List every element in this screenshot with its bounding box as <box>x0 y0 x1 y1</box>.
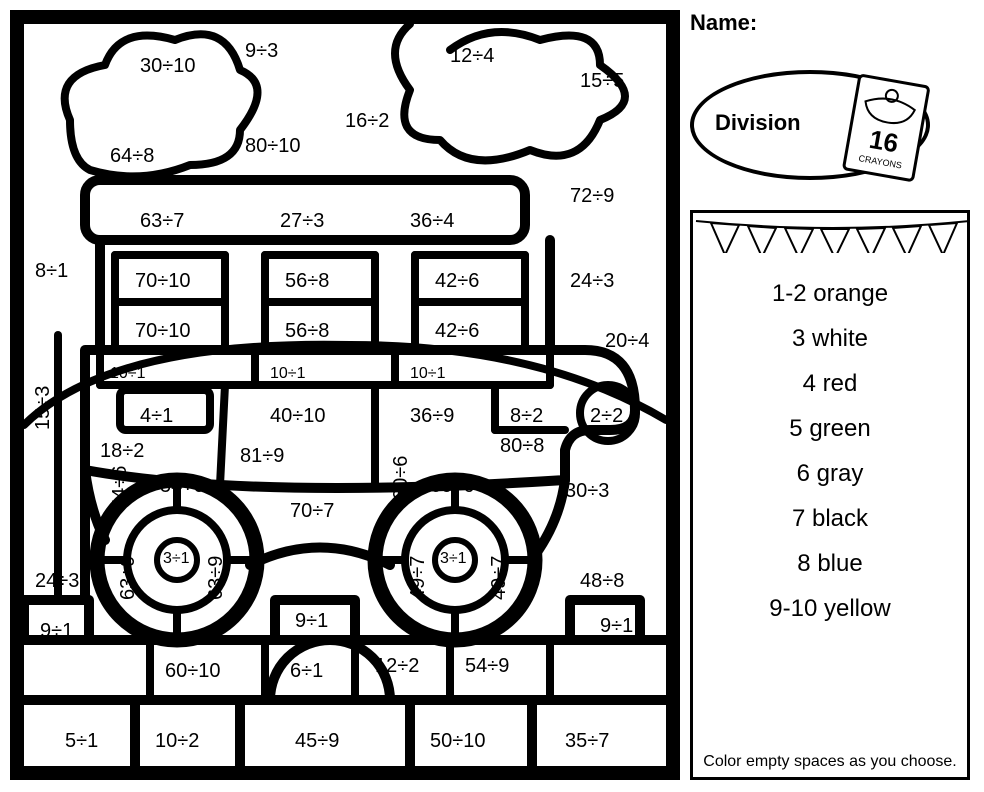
math-label: 80÷10 <box>245 135 300 158</box>
math-label: 10÷2 <box>155 730 199 753</box>
math-label: 63÷9 <box>205 556 228 600</box>
math-label: 24÷3 <box>35 570 79 593</box>
legend-footer: Color empty spaces as you choose. <box>693 753 967 771</box>
badge: Division 16 CRAYONS <box>690 60 970 200</box>
math-label: 2÷2 <box>590 405 623 428</box>
legend-item: 7 black <box>693 505 967 533</box>
name-label: Name: <box>690 10 757 36</box>
math-label: 9÷3 <box>245 40 278 63</box>
math-label: 30÷3 <box>565 480 609 503</box>
math-label: 70÷10 <box>135 270 190 293</box>
math-label: 9÷1 <box>295 610 328 633</box>
coloring-main-panel: 30÷10 9÷3 12÷4 15÷5 16÷2 64÷8 80÷10 72÷9 63÷7 27÷… <box>10 10 680 780</box>
math-label: 40÷10 <box>270 405 325 428</box>
math-label: 4÷1 <box>140 405 173 428</box>
math-label: 36÷4 <box>410 210 454 233</box>
math-label: 10÷1 <box>410 365 445 383</box>
math-label: 8÷2 <box>510 405 543 428</box>
math-label: 64÷8 <box>110 145 154 168</box>
legend-item: 9-10 yellow <box>693 595 967 623</box>
math-label: 9÷1 <box>40 620 73 643</box>
math-label: 72÷9 <box>570 185 614 208</box>
math-label: 42÷6 <box>435 270 479 293</box>
math-label: 70÷7 <box>290 500 334 523</box>
math-label: 3÷1 <box>440 550 467 568</box>
legend-item: 5 green <box>693 415 967 443</box>
math-label: 60÷6 <box>390 456 413 500</box>
crayon-box-icon: 16 CRAYONS <box>690 60 970 200</box>
math-label: 3÷1 <box>163 550 190 568</box>
math-label: 42÷6 <box>435 320 479 343</box>
math-label: 8÷1 <box>35 260 68 283</box>
legend-item: 6 gray <box>693 460 967 488</box>
legend-item: 3 white <box>693 325 967 353</box>
math-label: 63÷9 <box>117 556 140 600</box>
math-label: 20÷4 <box>605 330 649 353</box>
math-label: 15÷5 <box>580 70 624 93</box>
math-label: 36÷9 <box>410 405 454 428</box>
legend-items: 1-2 orange 3 white 4 red 5 green 6 gray 7 bla… <box>693 263 967 640</box>
legend-item: 4 red <box>693 370 967 398</box>
math-label: 54÷6 <box>160 475 204 498</box>
math-label: 48÷8 <box>580 570 624 593</box>
math-label: 56÷8 <box>285 270 329 293</box>
math-label: 10÷1 <box>110 365 145 383</box>
math-label: 54÷9 <box>465 655 509 678</box>
math-label: 15÷3 <box>32 386 55 430</box>
math-label: 35÷7 <box>565 730 609 753</box>
math-label: 24÷3 <box>570 270 614 293</box>
bunting-icon <box>693 213 967 253</box>
math-label: 54÷6 <box>109 466 132 510</box>
math-label: 27÷3 <box>280 210 324 233</box>
math-label: 60÷10 <box>165 660 220 683</box>
math-label: 5÷1 <box>65 730 98 753</box>
math-label: 50÷10 <box>430 730 485 753</box>
math-label: 60÷6 <box>430 475 474 498</box>
math-label: 56÷8 <box>285 320 329 343</box>
legend-box: 1-2 orange 3 white 4 red 5 green 6 gray 7 bla… <box>690 210 970 780</box>
math-label: 49÷7 <box>407 556 430 600</box>
math-label: 10÷1 <box>270 365 305 383</box>
legend-item: 8 blue <box>693 550 967 578</box>
math-label: 9÷1 <box>600 615 633 638</box>
sidebar: Name: Division 16 CRAYONS <box>690 10 970 780</box>
math-label: 12÷4 <box>450 45 494 68</box>
math-label: 45÷9 <box>295 730 339 753</box>
math-label: 16÷2 <box>345 110 389 133</box>
svg-text:16: 16 <box>867 124 901 159</box>
legend-item: 1-2 orange <box>693 280 967 308</box>
math-label: 18÷2 <box>100 440 144 463</box>
math-label: 70÷10 <box>135 320 190 343</box>
math-label: 30÷10 <box>140 55 195 78</box>
math-label: 6÷1 <box>290 660 323 683</box>
math-label: 81÷9 <box>240 445 284 468</box>
math-label: 49÷7 <box>488 556 511 600</box>
math-label: 80÷8 <box>500 435 544 458</box>
math-label: 12÷2 <box>375 655 419 678</box>
math-label: 63÷7 <box>140 210 184 233</box>
